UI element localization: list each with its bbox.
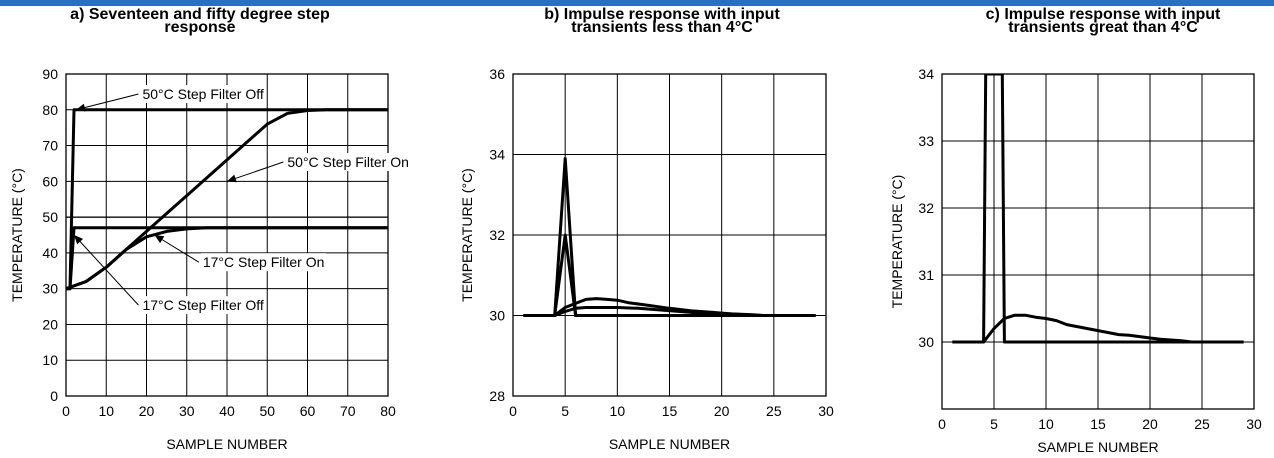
caption-strip [0, 0, 1274, 6]
x-tick-label: 30 [179, 403, 195, 419]
annotation-label: 17°C Step Filter On [203, 254, 325, 270]
x-tick-label: 0 [509, 403, 517, 419]
y-tick-label: 20 [42, 316, 58, 332]
x-tick-label: 10 [610, 403, 626, 419]
annotation-label-bg [140, 296, 266, 315]
y-tick-label: 10 [42, 352, 58, 368]
x-tick-label: 80 [380, 403, 396, 419]
plot-frame [65, 73, 389, 397]
y-tick-label: 50 [42, 209, 58, 225]
annotation-label-bg [140, 85, 266, 104]
annotation-arrowhead [227, 174, 237, 183]
x-tick-label: 50 [259, 403, 275, 419]
y-tick-label: 30 [489, 308, 505, 324]
x-tick-label: 15 [662, 403, 678, 419]
annotation-leader [75, 93, 139, 111]
y-axis-label: TEMPERATURE (°C) [889, 175, 905, 309]
annotation-label: 17°C Step Filter Off [142, 297, 263, 313]
y-tick-label: 32 [489, 227, 505, 243]
y-tick-label: 36 [489, 66, 505, 82]
x-tick-label: 40 [219, 403, 235, 419]
annotation-arrowhead [74, 235, 84, 245]
x-axis-label: SAMPLE NUMBER [1037, 439, 1158, 455]
plot-frame [941, 73, 1255, 410]
chart-title-line: transients great than 4°C [1008, 19, 1198, 36]
y-tick-label: 31 [918, 267, 934, 283]
y-tick-label: 34 [918, 66, 934, 82]
chart-title-line: b) Impulse response with input [544, 6, 780, 23]
x-tick-label: 5 [990, 416, 998, 432]
series-line-2 [952, 313, 1244, 344]
x-tick-label: 30 [818, 403, 834, 419]
y-tick-label: 32 [918, 200, 934, 216]
x-axis-label: SAMPLE NUMBER [166, 436, 287, 452]
annotation-label-bg [285, 153, 411, 172]
y-tick-label: 28 [489, 388, 505, 404]
chart-title-line: response [164, 19, 235, 36]
x-tick-label: 0 [938, 416, 946, 432]
y-tick-label: 60 [42, 173, 58, 189]
x-tick-label: 0 [62, 403, 70, 419]
x-tick-label: 5 [561, 403, 569, 419]
y-tick-label: 33 [918, 133, 934, 149]
annotation-arrowhead [76, 103, 86, 112]
annotation-arrowhead [154, 235, 165, 244]
annotation-label: 50°C Step Filter Off [142, 86, 263, 102]
series-line-4 [66, 226, 388, 291]
annotation-leader [226, 161, 284, 182]
chart-title-line: c) Impulse response with input [986, 6, 1221, 23]
x-tick-label: 15 [1090, 416, 1106, 432]
x-tick-label: 60 [300, 403, 316, 419]
y-tick-label: 90 [42, 66, 58, 82]
x-axis-label: SAMPLE NUMBER [609, 436, 730, 452]
chart-title-line: a) Seventeen and fifty degree step [70, 6, 330, 23]
chart-panel-3: c) Impulse response with inputtransients… [889, 6, 1262, 455]
chart-title-line: transients less than 4°C [571, 19, 753, 36]
x-tick-label: 70 [340, 403, 356, 419]
x-tick-label: 20 [1142, 416, 1158, 432]
annotation-label: 50°C Step Filter On [287, 154, 409, 170]
y-tick-label: 40 [42, 245, 58, 261]
x-tick-label: 30 [1246, 416, 1262, 432]
chart-panel-1: a) Seventeen and fifty degree steprespon… [9, 6, 411, 452]
plot-frame [512, 73, 827, 397]
x-tick-label: 25 [766, 403, 782, 419]
x-tick-label: 20 [714, 403, 730, 419]
chart-panel-2: b) Impulse response with inputtransients… [459, 6, 834, 452]
x-tick-label: 10 [98, 403, 114, 419]
annotation-label-bg [200, 253, 327, 272]
y-axis-label: TEMPERATURE (°C) [9, 168, 25, 302]
x-tick-label: 25 [1194, 416, 1210, 432]
annotation-leader [73, 234, 139, 306]
y-tick-label: 30 [918, 334, 934, 350]
series-line-4 [523, 306, 816, 317]
y-axis-label: TEMPERATURE (°C) [459, 168, 475, 302]
y-tick-label: 30 [42, 281, 58, 297]
y-tick-label: 34 [489, 147, 505, 163]
y-tick-label: 0 [50, 388, 58, 404]
y-tick-label: 70 [42, 138, 58, 154]
x-tick-label: 10 [1038, 416, 1054, 432]
x-tick-label: 20 [139, 403, 155, 419]
y-tick-label: 80 [42, 102, 58, 118]
